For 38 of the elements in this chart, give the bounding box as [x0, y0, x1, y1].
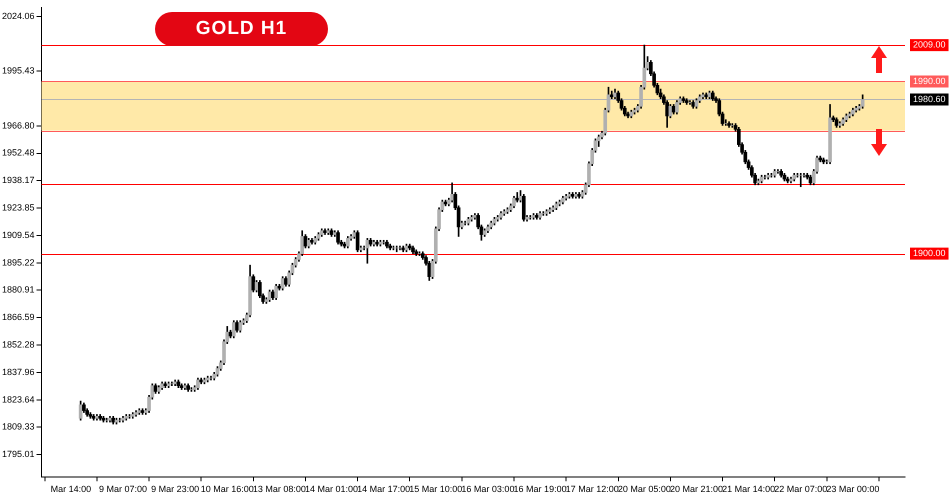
ref-line-label: 1990.00: [913, 76, 946, 86]
y-tick-label: 1795.01: [2, 449, 35, 460]
x-tick-label: 21 Mar 14:00: [722, 484, 776, 494]
x-tick-label: 17 Mar 12:00: [566, 484, 619, 494]
y-tick-label: 1952.48: [2, 148, 35, 158]
y-tick-label: 1809.33: [2, 422, 35, 432]
y-tick-label: 1966.80: [2, 120, 35, 130]
x-tick-label: 20 Mar 05:00: [618, 484, 671, 494]
y-tick-label: 1866.59: [2, 312, 35, 322]
candlestick: [392, 246, 396, 250]
x-tick-label: 9 Mar 23:00: [151, 484, 200, 494]
x-tick-label: 22 Mar 07:00: [774, 484, 828, 494]
y-tick-label: 1995.43: [2, 66, 35, 76]
y-tick-label: 1938.17: [2, 175, 35, 186]
y-tick-label: 1923.85: [2, 202, 35, 213]
y-tick-label: 1823.64: [2, 394, 35, 404]
x-tick-label: 20 Mar 21:00: [670, 484, 723, 494]
x-tick-label: 13 Mar 08:00: [252, 484, 306, 494]
x-tick-label: 10 Mar 16:00: [200, 484, 254, 494]
candlestick: [398, 246, 402, 250]
ref-line-label: 2009.00: [913, 40, 946, 50]
x-tick-label: 9 Mar 07:00: [98, 484, 148, 494]
y-tick-label: 1895.22: [2, 257, 35, 268]
x-tick-label: 15 Mar 10:00: [409, 484, 462, 494]
x-tick-label: Mar 14:00: [50, 484, 92, 494]
x-tick-label: 16 Mar 03:00: [461, 484, 514, 494]
candlestick: [209, 376, 213, 380]
y-tick-label: 1909.54: [2, 230, 35, 240]
y-tick-label: 1852.28: [2, 339, 35, 350]
ref-line-label: 1900.00: [913, 248, 946, 258]
y-tick-label: 2024.06: [2, 10, 35, 21]
y-tick-label: 1837.96: [2, 366, 35, 377]
y-tick-label: 1880.91: [2, 284, 35, 295]
ref-line-label: 1980.60: [913, 94, 946, 104]
x-tick-label: 14 Mar 17:00: [357, 484, 410, 494]
x-tick-label: 23 Mar 00:00: [826, 484, 880, 494]
x-tick-label: 16 Mar 19:00: [514, 484, 567, 494]
x-tick-label: 14 Mar 01:00: [305, 484, 358, 494]
